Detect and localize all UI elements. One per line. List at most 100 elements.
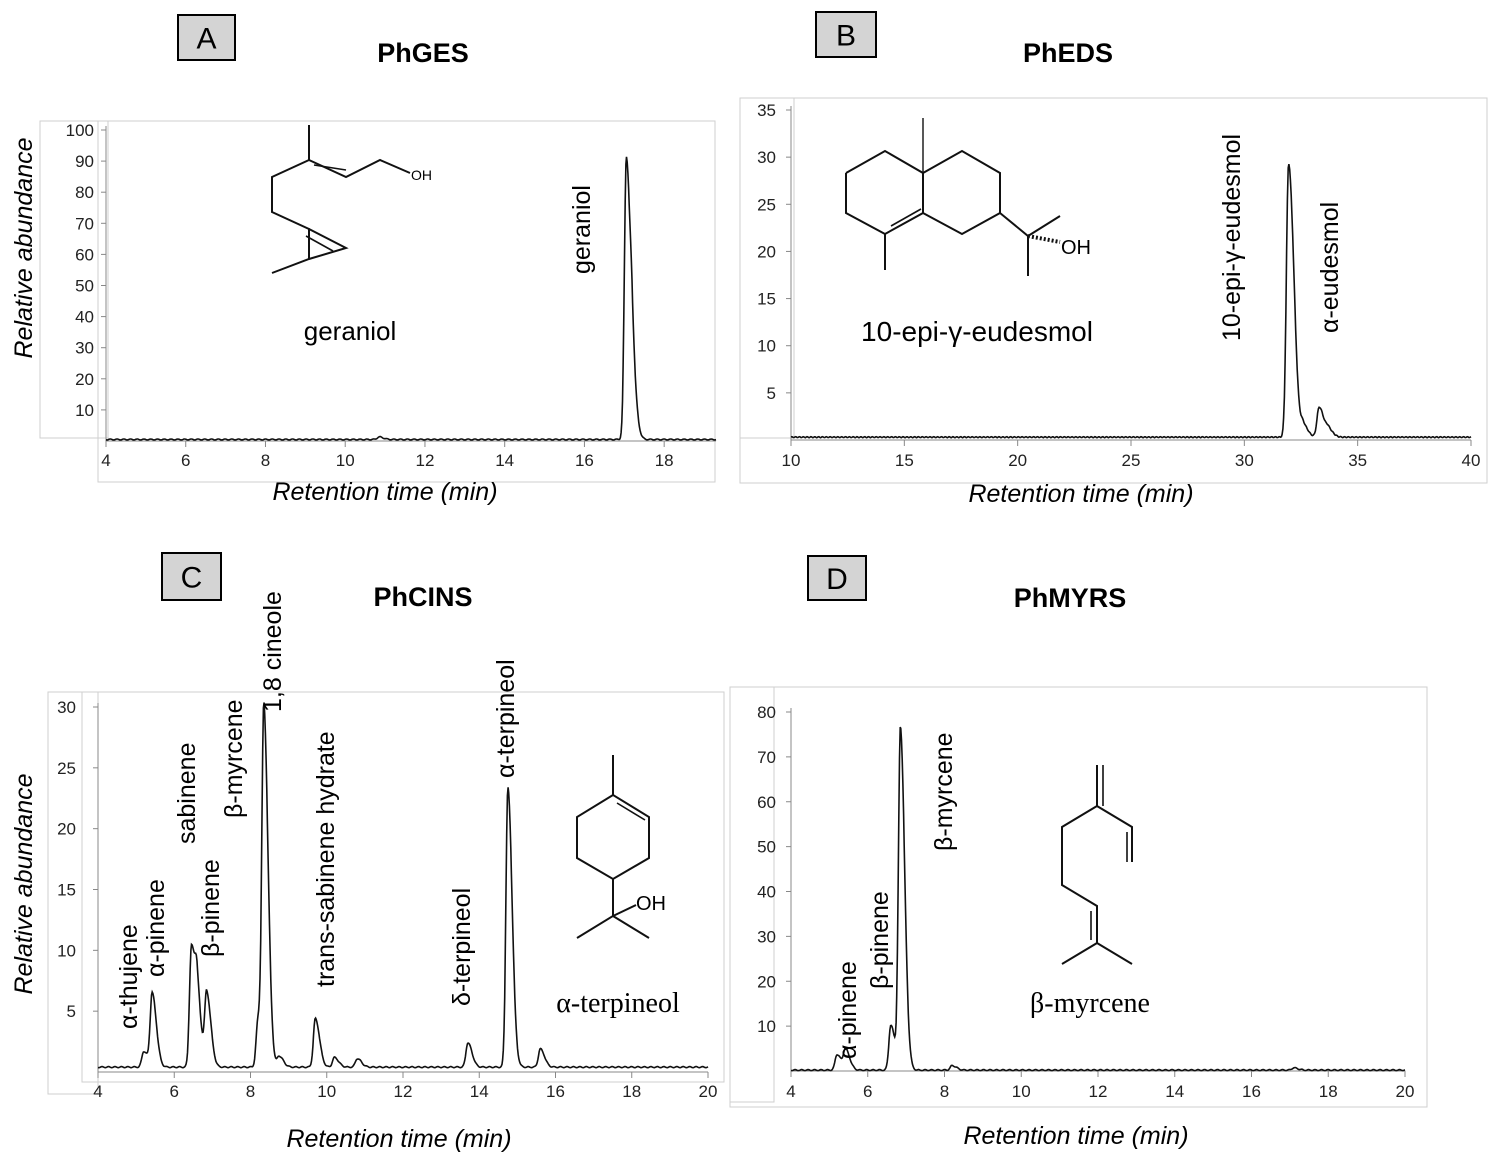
peak-point <box>263 725 264 726</box>
y-tick-label: 80 <box>757 703 776 722</box>
panel-letter: D <box>826 563 848 596</box>
peak-label: 10-epi-γ-eudesmol <box>1218 134 1246 341</box>
x-tick-label: 12 <box>394 1082 413 1101</box>
y-tick-label: 70 <box>757 748 776 767</box>
peak-point <box>379 438 380 439</box>
x-axis-label: Retention time (min) <box>963 1122 1188 1150</box>
y-tick-label: 90 <box>75 152 94 171</box>
y-tick-label: 20 <box>757 242 776 261</box>
x-tick-label: 40 <box>1462 451 1481 470</box>
x-tick-label: 6 <box>181 451 190 470</box>
structure-double-bond <box>890 208 922 227</box>
structure-double-bond <box>305 235 334 252</box>
peak-point <box>197 1016 198 1017</box>
chart-title: PhGES <box>377 38 469 68</box>
chart-panel-c: C PhCINS 5 10 15 20 25 30 4 6 8 10 12 14 16 18 20 Retenti… <box>10 552 725 1153</box>
x-tick-label: 14 <box>495 451 514 470</box>
plot-frame <box>81 691 725 1083</box>
peak-point <box>334 1062 335 1063</box>
peak-label: α-pinene <box>834 961 862 1059</box>
plot-frame <box>97 120 716 483</box>
x-tick-label: 8 <box>246 1082 255 1101</box>
peak-point <box>191 950 192 951</box>
y-tick-label: 5 <box>67 1002 76 1021</box>
structure-bonds <box>1096 765 1133 862</box>
peak-label: trans-sabinene hydrate <box>312 731 340 987</box>
peak-point <box>540 1053 541 1054</box>
x-tick-label: 4 <box>101 451 110 470</box>
y-tick-label: 5 <box>767 384 776 403</box>
y-axis-label: Relative abundance <box>10 138 38 359</box>
structure-name: α-terpineol <box>556 988 680 1019</box>
hydroxyl-label: OH <box>1061 237 1091 259</box>
y-tick-label: 35 <box>757 101 776 120</box>
x-axis-label: Retention time (min) <box>272 478 497 506</box>
peak-label: α-terpineol <box>492 659 520 778</box>
chromatogram-trace <box>790 163 1472 439</box>
peak-point <box>143 1056 144 1057</box>
y-tick-label: 80 <box>75 183 94 202</box>
peak-point <box>1294 416 1295 417</box>
y-tick-label: 50 <box>757 838 776 857</box>
structure-hashed-bond <box>1027 234 1061 244</box>
structure-bonds <box>271 125 310 259</box>
y-axis-label: Relative abundance <box>10 774 38 995</box>
peak-label: δ-terpineol <box>448 888 476 1006</box>
y-tick-label: 20 <box>75 370 94 389</box>
y-tick-label: 50 <box>75 277 94 296</box>
structure-bonds <box>845 149 924 236</box>
x-tick-label: 4 <box>93 1082 102 1101</box>
y-tick-label: 60 <box>757 793 776 812</box>
y-tick-label: 70 <box>75 214 94 233</box>
peak-point <box>206 999 207 1000</box>
y-tick-label: 40 <box>75 308 94 327</box>
peak-point <box>626 157 627 158</box>
y-tick-label: 20 <box>57 820 76 839</box>
axis-label-box <box>729 686 775 1103</box>
y-tick-label: 20 <box>757 972 776 991</box>
x-tick-label: 10 <box>1012 1082 1031 1101</box>
structure-terpineol: OH α-terpineol <box>556 755 680 1019</box>
x-tick-label: 18 <box>622 1082 641 1101</box>
peak-point <box>1319 409 1320 410</box>
panel-badge <box>177 14 236 61</box>
axis-label-box <box>39 120 109 439</box>
chart-panel-a: A PhGES 10 20 30 40 50 60 70 80 90 100 4 6 8 10 12 14 16 18… <box>10 14 717 506</box>
x-tick-label: 16 <box>546 1082 565 1101</box>
x-tick-label: 8 <box>940 1082 949 1101</box>
chromatogram-trace <box>105 156 717 441</box>
x-tick-label: 15 <box>895 451 914 470</box>
panel-letter: C <box>181 562 203 595</box>
structure-eudesmol: OH 10-epi-γ-eudesmol <box>845 118 1093 347</box>
chromatogram-trace <box>97 702 709 1069</box>
panel-letter: A <box>196 23 216 56</box>
panel-badge <box>807 555 867 601</box>
structure-bonds <box>1096 942 1133 965</box>
y-tick-label: 10 <box>57 941 76 960</box>
x-tick-label: 14 <box>470 1082 489 1101</box>
peak-label: α-eudesmol <box>1316 202 1344 333</box>
structure-double-bond <box>616 802 646 821</box>
x-tick-label: 6 <box>170 1082 179 1101</box>
peak-point <box>890 1026 891 1027</box>
peak-label: sabinene <box>173 743 201 844</box>
peak-point <box>952 1066 953 1067</box>
plot-frame <box>739 97 1488 484</box>
x-tick-label: 12 <box>415 451 434 470</box>
structure-bonds <box>576 755 650 881</box>
x-tick-label: 20 <box>1008 451 1027 470</box>
x-tick-label: 14 <box>1165 1082 1184 1101</box>
peak-point <box>1293 1068 1294 1069</box>
x-tick-label: 20 <box>699 1082 718 1101</box>
x-tick-label: 18 <box>655 451 674 470</box>
x-tick-label: 10 <box>336 451 355 470</box>
y-tick-label: 30 <box>75 339 94 358</box>
y-tick-label: 60 <box>75 245 94 264</box>
y-tick-label: 10 <box>757 337 776 356</box>
panel-badge <box>815 11 877 58</box>
structure-myrcene: β-myrcene <box>1030 765 1150 1019</box>
y-tick-label: 15 <box>57 881 76 900</box>
x-tick-label: 10 <box>782 451 801 470</box>
peak-label: β-myrcene <box>930 732 958 851</box>
chart-panel-b: B PhEDS 5 10 15 20 25 30 35 10 15 20 25 30 35 40 Retenti… <box>739 11 1488 508</box>
